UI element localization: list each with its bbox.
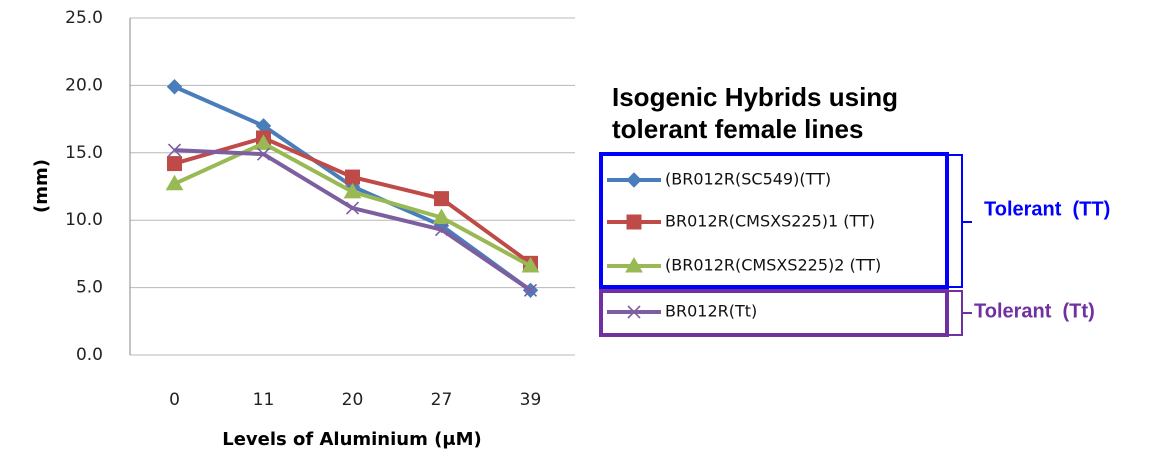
annotation: Tolerant (Tt) <box>974 300 1095 322</box>
legend-title: Isogenic Hybrids using <box>612 82 898 112</box>
bracket <box>949 154 972 288</box>
legend-title: tolerant female lines <box>612 114 863 144</box>
y-tick-label: 5.0 <box>76 278 103 298</box>
marker <box>523 283 538 297</box>
marker <box>254 134 273 150</box>
x-tick-label: 11 <box>253 390 275 410</box>
marker <box>256 147 271 161</box>
marker <box>626 214 642 230</box>
bracket <box>949 290 972 336</box>
marker <box>432 208 451 225</box>
series-line <box>173 135 532 265</box>
x-tick-label: 20 <box>342 390 364 410</box>
marker <box>343 182 362 199</box>
marker <box>521 257 540 273</box>
y-tick-label: 15.0 <box>65 143 103 163</box>
marker <box>434 223 449 237</box>
legend-label: (BR012R(CMSXS225)2 (TT) <box>665 256 881 275</box>
marker <box>627 305 641 319</box>
legend-label: BR012R(Tt) <box>665 302 757 321</box>
x-tick-label: 27 <box>431 390 453 410</box>
marker <box>166 79 183 95</box>
marker <box>167 156 182 172</box>
y-axis-label: (mm) <box>31 159 52 213</box>
y-tick-label: 25.0 <box>65 8 103 28</box>
y-tick-label: 20.0 <box>65 75 103 95</box>
x-tick-label: 39 <box>520 390 542 410</box>
y-tick-label: 0.0 <box>76 345 103 365</box>
marker <box>345 201 360 215</box>
y-tick-label: 10.0 <box>65 210 103 230</box>
marker <box>167 143 182 157</box>
legend-label: BR012R(CMSXS225)1 (TT) <box>665 212 875 231</box>
annotation: Tolerant (TT) <box>984 198 1110 220</box>
group-box <box>599 289 949 337</box>
series-line <box>173 141 532 268</box>
x-axis-label: Levels of Aluminium (μM) <box>222 429 482 450</box>
marker <box>345 169 360 185</box>
marker <box>626 172 642 188</box>
marker <box>434 191 449 207</box>
legend-label: (BR012R(SC549)(TT) <box>665 170 831 189</box>
x-tick-label: 0 <box>169 390 180 410</box>
marker <box>625 256 643 273</box>
marker <box>165 174 184 191</box>
group-box <box>599 152 949 289</box>
